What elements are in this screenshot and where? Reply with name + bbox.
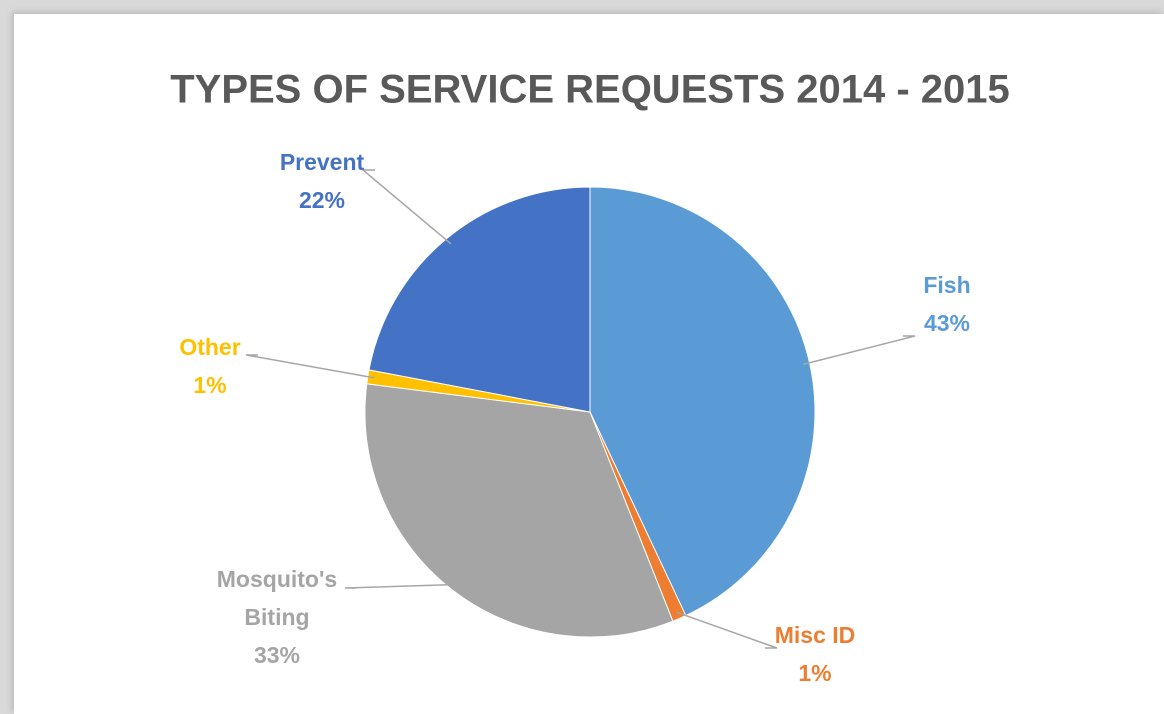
pie-slice [364,383,674,638]
value-label: 22% [298,187,346,213]
pie-slice [368,186,591,413]
data-label: Fish 43% [887,266,1007,342]
category-label: Prevent [279,149,365,175]
value-label: 1% [798,660,832,686]
category-label: Misc ID [774,622,856,648]
value-label: 33% [253,642,301,668]
category-label: Other [179,334,241,360]
data-label: Other 1% [150,328,270,404]
data-label: Mosquito's Biting 33% [212,560,342,674]
category-label: Mosquito's Biting [216,566,338,630]
value-label: 1% [193,372,227,398]
data-label: Prevent 22% [262,143,382,219]
value-label: 43% [923,310,971,336]
leader-line [676,611,778,649]
data-label: Misc ID 1% [755,616,875,692]
category-label: Fish [923,272,971,298]
leader-line [802,335,916,366]
leader-line [344,583,457,589]
leader-line [245,354,375,379]
chart-title: TYPES OF SERVICE REQUESTS 2014 - 2015 [170,67,1010,112]
leader-line [360,169,452,245]
